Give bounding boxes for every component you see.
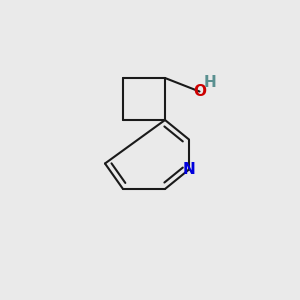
Text: O: O — [193, 84, 206, 99]
Text: H: H — [204, 75, 216, 90]
Text: N: N — [183, 162, 195, 177]
